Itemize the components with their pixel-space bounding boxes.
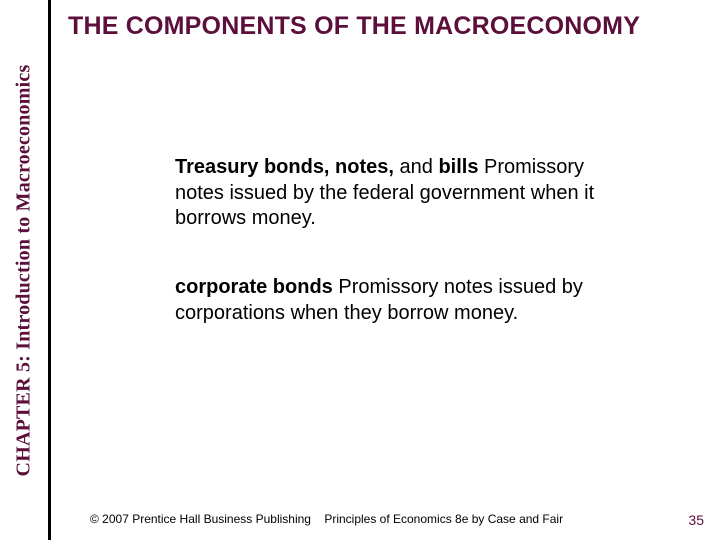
vertical-divider <box>48 0 51 540</box>
slide: CHAPTER 5: Introduction to Macroeconomic… <box>0 0 720 540</box>
footer-copyright: © 2007 Prentice Hall Business Publishing <box>90 512 311 526</box>
definition-2-term: corporate bonds <box>175 276 333 298</box>
page-number: 35 <box>688 512 704 528</box>
definition-2: corporate bonds Promissory notes issued … <box>175 275 620 326</box>
chapter-label-container: CHAPTER 5: Introduction to Macroeconomic… <box>0 0 48 540</box>
footer-book: Principles of Economics 8e by Case and F… <box>324 512 563 526</box>
definition-1: Treasury bonds, notes, and bills Promiss… <box>175 155 620 232</box>
definition-1-joiner: and <box>394 156 438 178</box>
page-title: THE COMPONENTS OF THE MACROECONOMY <box>68 12 700 41</box>
definition-1-term-a: Treasury bonds, notes, <box>175 156 394 178</box>
footer: © 2007 Prentice Hall Business Publishing… <box>90 512 670 526</box>
definition-1-term-b: bills <box>438 156 478 178</box>
chapter-label: CHAPTER 5: Introduction to Macroeconomic… <box>13 64 36 476</box>
